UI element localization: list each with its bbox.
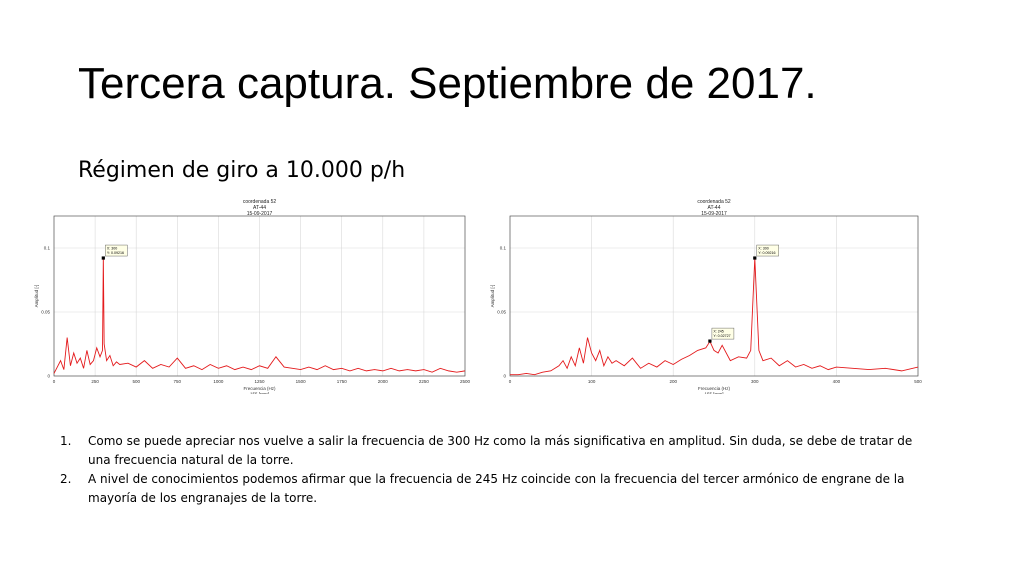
chart-title-line: AT-44	[708, 205, 721, 211]
x-tick-label: 1000	[213, 379, 224, 384]
x-axis-label-line: 155 [rpm]	[250, 392, 269, 395]
x-axis-label-line: 155 [rpm]	[704, 392, 723, 395]
observations-list: 1. Como se puede apreciar nos vuelve a s…	[60, 432, 920, 508]
y-tick-label: 0.1	[44, 246, 51, 251]
slide-title: Tercera captura. Septiembre de 2017.	[78, 59, 817, 108]
x-tick-label: 400	[833, 379, 841, 384]
data-cursor-tooltip	[105, 244, 128, 257]
observation-item: 2. A nivel de conocimientos podemos afir…	[60, 470, 920, 508]
x-tick-label: 750	[174, 379, 182, 384]
observation-number: 1.	[60, 434, 72, 448]
observation-text: Como se puede apreciar nos vuelve a sali…	[88, 434, 913, 467]
data-cursor-marker	[753, 256, 757, 260]
data-cursor-tooltip	[756, 244, 779, 257]
x-tick-label: 0	[509, 379, 512, 384]
x-tick-label: 500	[132, 379, 140, 384]
data-cursor-label: Y: 0.02727	[713, 334, 730, 338]
slide-subtitle: Régimen de giro a 10.000 p/h	[78, 158, 406, 183]
chart-title-line: 15-09-2017	[701, 211, 727, 217]
x-tick-label: 500	[914, 379, 922, 384]
chart-title-line: coordenada 52	[243, 199, 277, 205]
y-tick-label: 0.05	[497, 310, 506, 315]
x-tick-label: 2250	[419, 379, 430, 384]
y-axis-label: Amplitud [-]	[34, 285, 39, 308]
data-cursor-label: Y: 0.09216	[107, 251, 124, 255]
x-axis-label-line: Frecuencia (Hz)	[243, 386, 276, 391]
observation-text: A nivel de conocimientos podemos afirmar…	[88, 472, 905, 505]
x-tick-label: 300	[751, 379, 759, 384]
data-cursor-marker	[708, 339, 712, 343]
spectrum-line	[510, 258, 919, 376]
y-axis-label: Amplitud [-]	[490, 285, 495, 308]
data-cursor-tooltip	[711, 327, 735, 340]
y-tick-label: 0.05	[41, 310, 50, 315]
spectrum-line	[53, 256, 466, 374]
data-cursor-label: X: 245	[713, 329, 723, 333]
data-cursor-label: Y: 0.09216	[758, 251, 775, 255]
observation-item: 1. Como se puede apreciar nos vuelve a s…	[60, 432, 920, 470]
x-tick-label: 1750	[337, 379, 348, 384]
chart-title-line: AT-44	[253, 205, 266, 211]
y-tick-label: 0	[503, 374, 506, 379]
x-tick-label: 2500	[460, 379, 471, 384]
x-tick-label: 250	[91, 379, 99, 384]
x-tick-label: 200	[669, 379, 677, 384]
x-tick-label: 0	[53, 379, 56, 384]
x-tick-label: 100	[588, 379, 596, 384]
x-tick-label: 1250	[254, 379, 265, 384]
data-cursor-marker	[101, 256, 105, 260]
y-tick-label: 0.1	[500, 246, 507, 251]
chart-title-line: coordenada 52	[697, 199, 731, 205]
x-axis-label-line: Frecuencia (Hz)	[698, 386, 731, 391]
y-tick-label: 0	[47, 374, 50, 379]
data-cursor-label: X: 300	[758, 246, 768, 250]
plot-frame	[53, 215, 466, 377]
chart-title-line: 15-09-2017	[247, 211, 273, 217]
x-tick-label: 2000	[378, 379, 389, 384]
data-cursor-label: X: 300	[107, 246, 117, 250]
plot-frame	[509, 215, 919, 377]
x-tick-label: 1500	[296, 379, 307, 384]
observation-number: 2.	[60, 472, 72, 486]
